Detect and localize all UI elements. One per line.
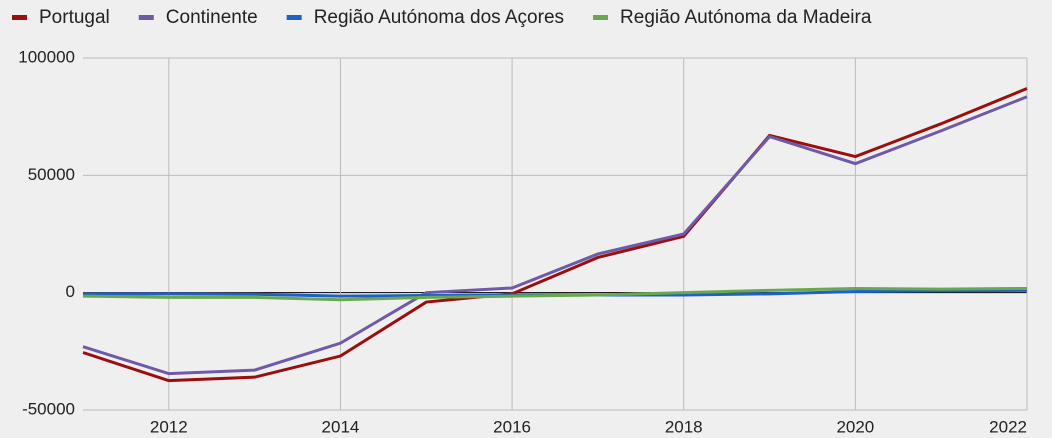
x-tick-label: 2014: [322, 417, 360, 436]
legend-swatch: [593, 15, 609, 20]
line: [82, 95, 1028, 376]
x-tick-label: 2020: [836, 417, 874, 436]
line: [82, 87, 1028, 383]
legend-label: Região Autónoma dos Açores: [314, 7, 564, 28]
legend-label: Portugal: [39, 7, 110, 28]
legend-label: Continente: [166, 7, 258, 28]
y-tick-label: 0: [66, 282, 75, 301]
y-tick-label: 50000: [28, 165, 75, 184]
x-tick-label: 2022: [989, 417, 1027, 436]
legend-label: Região Autónoma da Madeira: [620, 7, 872, 28]
legend: Portugal Continente Região Autónoma dos Aç…: [12, 7, 872, 28]
x-tick-label: 2012: [150, 417, 188, 436]
y-tick-label: 100000: [18, 47, 75, 66]
legend-swatch: [286, 15, 302, 20]
y-tick-label: -50000: [22, 399, 75, 418]
legend-swatch: [138, 15, 154, 20]
legend-swatch: [12, 15, 27, 20]
x-tick-label: 2016: [493, 417, 531, 436]
x-tick-label: 2018: [665, 417, 703, 436]
line: [82, 286, 1028, 302]
